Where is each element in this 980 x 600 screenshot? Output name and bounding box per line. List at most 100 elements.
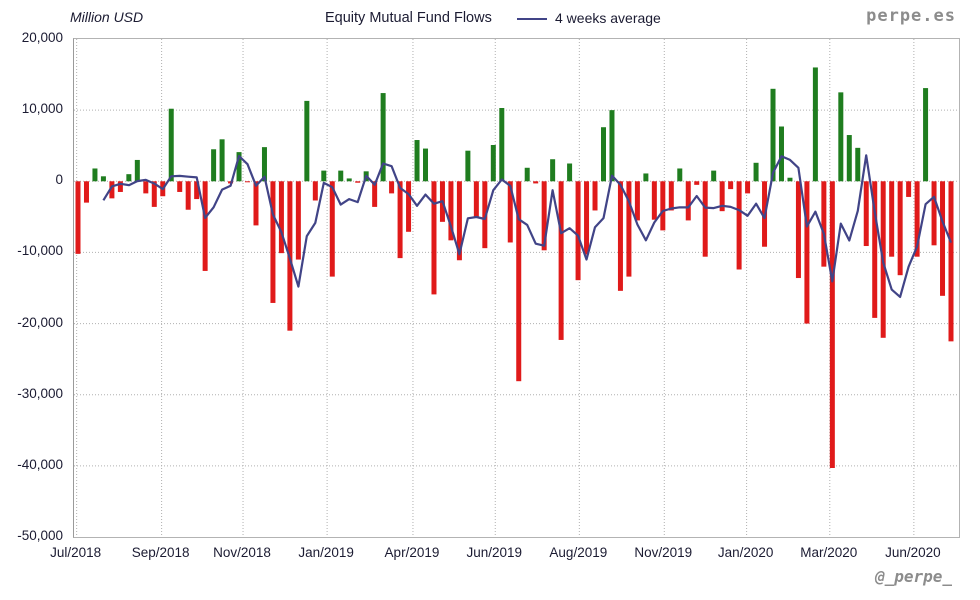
inflow-bar <box>787 177 793 182</box>
outflow-bar <box>702 181 708 257</box>
x-tick-label: Nov/2019 <box>634 545 693 560</box>
inflow-bar <box>600 127 606 182</box>
outflow-bar <box>406 181 412 232</box>
outflow-bar <box>295 181 301 260</box>
inflow-bar <box>753 162 759 182</box>
y-tick-label: -20,000 <box>17 314 63 330</box>
outflow-bar <box>668 181 674 211</box>
outflow-bar <box>795 181 801 279</box>
outflow-bar <box>558 181 564 340</box>
outflow-bar <box>109 181 115 199</box>
outflow-bar <box>456 181 462 261</box>
x-tick-label: Jan/2019 <box>298 545 354 560</box>
outflow-bar <box>151 181 157 207</box>
outflow-bar <box>897 181 903 276</box>
outflow-bar <box>397 181 403 259</box>
inflow-bar <box>778 126 784 182</box>
y-tick-label: -50,000 <box>17 528 63 543</box>
outflow-bar <box>719 181 725 212</box>
outflow-bar <box>804 181 810 324</box>
inflow-bar <box>92 168 98 182</box>
x-tick-label: Nov/2018 <box>213 545 271 560</box>
outflow-bar <box>728 181 734 190</box>
outflow-bar <box>863 181 869 247</box>
x-tick-label: Apr/2019 <box>384 545 440 560</box>
inflow-bar <box>261 147 267 182</box>
outflow-bar <box>431 181 437 295</box>
outflow-bar <box>592 181 598 211</box>
outflow-bar <box>143 181 149 194</box>
outflow-bar <box>575 181 581 281</box>
inflow-bar <box>414 140 420 182</box>
outflow-bar <box>372 181 378 207</box>
outflow-bar <box>906 181 912 197</box>
author-handle: @_perpe_ <box>874 567 952 586</box>
inflow-bar <box>855 147 861 182</box>
inflow-bar <box>465 150 471 182</box>
inflow-bar <box>677 168 683 182</box>
inflow-bar <box>346 178 352 182</box>
inflow-bar <box>338 170 344 182</box>
inflow-bar <box>499 108 505 182</box>
inflow-bar <box>380 93 386 182</box>
outflow-bar <box>329 181 335 277</box>
outflow-bar <box>75 181 81 254</box>
outflow-bar <box>83 181 89 203</box>
x-tick-label: Jul/2018 <box>50 545 102 560</box>
plot-canvas <box>74 39 959 537</box>
inflow-bar <box>490 145 496 182</box>
outflow-bar <box>626 181 632 277</box>
outflow-bar <box>660 181 666 231</box>
outflow-bar <box>651 181 657 220</box>
inflow-bar <box>524 167 530 182</box>
inflow-bar <box>134 159 140 182</box>
inflow-bar <box>321 170 327 182</box>
outflow-bar <box>278 181 284 254</box>
site-watermark: perpe.es <box>866 6 956 26</box>
x-tick-label: Mar/2020 <box>800 545 858 560</box>
outflow-bar <box>694 181 700 185</box>
outflow-bar <box>253 181 259 226</box>
inflow-bar <box>304 100 310 182</box>
outflow-bar <box>829 181 835 468</box>
inflow-bar <box>211 149 217 182</box>
y-tick-label: 20,000 <box>21 30 63 45</box>
y-axis-unit-label: Million USD <box>70 9 144 25</box>
inflow-bar <box>711 170 717 182</box>
outflow-bar <box>634 181 640 221</box>
inflow-bar <box>168 108 174 182</box>
inflow-bar <box>219 139 225 182</box>
inflow-bar <box>423 148 429 182</box>
average-line-legend-swatch <box>517 18 547 20</box>
outflow-bar <box>948 181 954 342</box>
inflow-bar <box>609 110 615 182</box>
outflow-bar <box>931 181 937 246</box>
outflow-bar <box>448 181 454 241</box>
outflow-bar <box>533 181 539 184</box>
outflow-bar <box>872 181 878 318</box>
outflow-bar <box>745 181 751 194</box>
y-tick-label: -30,000 <box>17 385 63 401</box>
x-tick-label: Jan/2020 <box>717 545 774 560</box>
outflow-bar <box>516 181 522 382</box>
outflow-bar <box>482 181 488 249</box>
outflow-bar <box>940 181 946 296</box>
y-tick-label: 10,000 <box>21 101 63 117</box>
outflow-bar <box>541 181 547 251</box>
outflow-bar <box>177 181 183 192</box>
outflow-bar <box>312 181 318 201</box>
inflow-bar <box>236 152 242 182</box>
chart-title: Equity Mutual Fund Flows <box>325 10 492 26</box>
y-tick-label: 0 <box>55 172 63 188</box>
outflow-bar <box>270 181 276 303</box>
outflow-bar <box>617 181 623 291</box>
legend-label: 4 weeks average <box>555 10 661 26</box>
outflow-bar <box>117 181 123 192</box>
outflow-bar <box>507 181 513 243</box>
outflow-bar <box>914 181 920 257</box>
x-tick-label: Jun/2019 <box>466 545 523 560</box>
legend: 4 weeks average <box>517 10 661 26</box>
y-tick-label: -40,000 <box>17 456 63 472</box>
x-tick-label: Aug/2019 <box>549 545 608 560</box>
